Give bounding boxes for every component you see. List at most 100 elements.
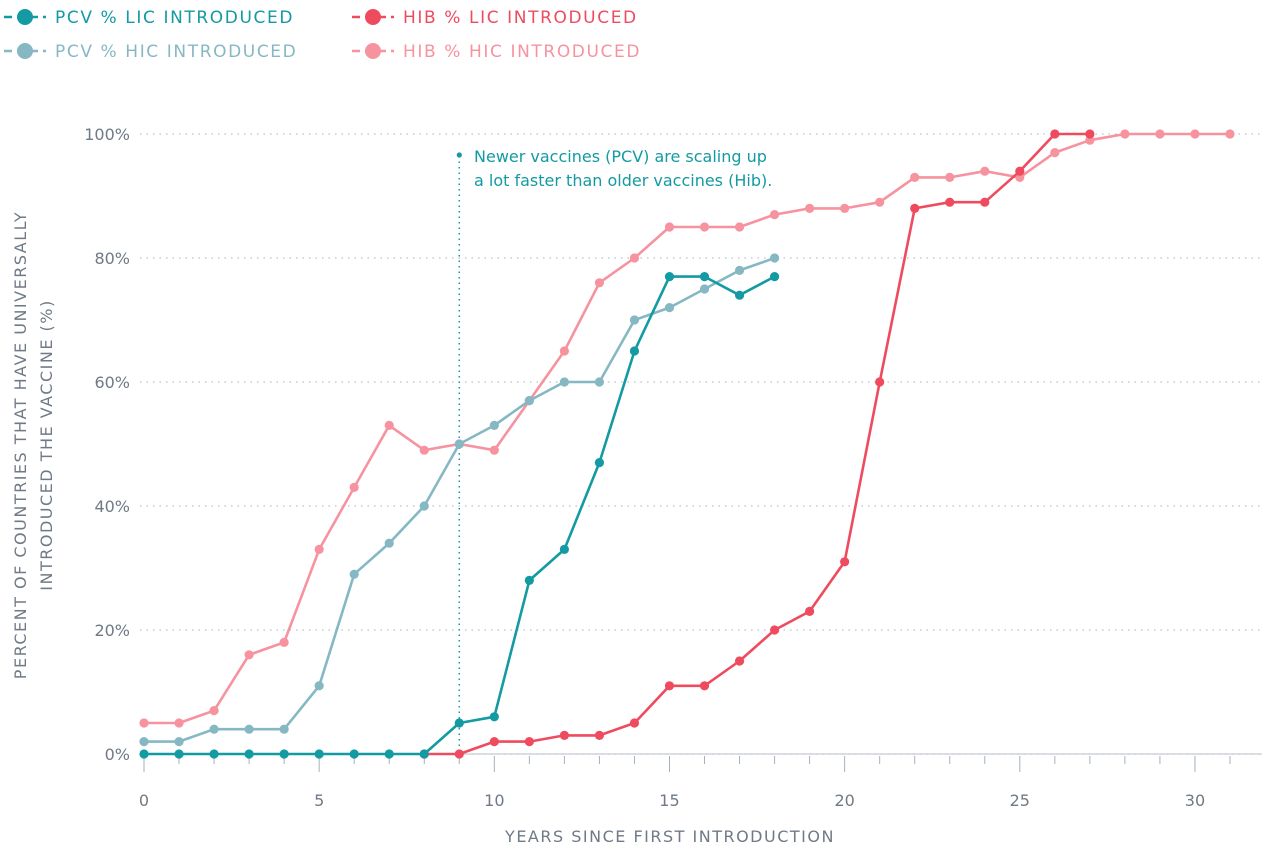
legend-item-pcv-lic: PCV % LIC INTRODUCED <box>4 8 294 28</box>
series-pcv-hic <box>139 253 780 747</box>
data-point <box>139 737 149 747</box>
legend-label: PCV % LIC INTRODUCED <box>55 8 294 28</box>
x-tick-label: 25 <box>1010 791 1030 810</box>
data-point <box>734 656 745 666</box>
data-point <box>454 718 464 728</box>
data-point <box>1155 129 1165 139</box>
data-point <box>1190 129 1200 139</box>
series-line <box>142 275 776 756</box>
annotation-dot <box>456 152 462 158</box>
data-point <box>419 749 429 759</box>
data-point <box>664 272 675 282</box>
data-point <box>139 749 149 759</box>
data-point <box>314 681 324 691</box>
data-point <box>209 749 219 759</box>
series-line <box>142 132 1232 725</box>
data-point <box>629 346 640 356</box>
legend-swatch-dot <box>17 43 33 59</box>
series-hib-lic <box>419 129 1095 759</box>
legend-swatch-dot <box>17 9 33 25</box>
data-point <box>244 749 254 759</box>
y-tick-label: 0% <box>105 745 130 764</box>
y-tick-label: 80% <box>94 249 130 268</box>
data-point <box>769 272 780 282</box>
data-point <box>699 222 710 232</box>
data-point <box>699 272 710 282</box>
data-point <box>945 197 955 207</box>
data-point <box>209 724 219 734</box>
data-point <box>769 625 780 635</box>
data-point <box>699 681 710 691</box>
data-point <box>734 290 745 300</box>
data-point <box>875 197 885 207</box>
data-point <box>314 749 324 759</box>
x-tick-label: 5 <box>314 791 324 810</box>
data-point <box>1050 148 1060 158</box>
data-point <box>1225 129 1235 139</box>
data-point <box>174 749 184 759</box>
legend-label: HIB % HIC INTRODUCED <box>403 42 641 62</box>
y-tick-label: 60% <box>94 373 130 392</box>
data-point <box>349 569 359 579</box>
data-point <box>559 730 569 741</box>
data-point <box>384 538 394 548</box>
data-point <box>980 197 990 207</box>
data-point <box>664 303 675 313</box>
legend-item-hib-hic: HIB % HIC INTRODUCED <box>352 42 641 62</box>
data-point <box>840 557 850 567</box>
data-point <box>559 346 569 356</box>
data-point <box>279 724 289 734</box>
data-point <box>1120 129 1130 139</box>
grid: 0% 20% 40% 60% 80% 100% <box>84 125 1262 764</box>
data-point <box>734 222 745 232</box>
data-point <box>769 253 780 263</box>
legend-swatch-dot <box>365 9 381 25</box>
y-tick-label: 20% <box>94 621 130 640</box>
x-tick-label: 10 <box>484 791 504 810</box>
data-point <box>980 166 990 176</box>
series-pcv-lic <box>139 272 780 759</box>
y-tick-label: 100% <box>84 125 130 144</box>
data-point <box>559 544 569 555</box>
data-point <box>769 210 780 220</box>
data-point <box>1050 129 1060 139</box>
series-line <box>142 256 776 743</box>
data-point <box>489 712 499 722</box>
x-axis-title: YEARS SINCE FIRST INTRODUCTION <box>504 827 835 846</box>
data-point <box>139 718 149 728</box>
data-point <box>840 203 850 213</box>
data-point <box>1085 129 1095 139</box>
x-tick-label: 30 <box>1185 791 1205 810</box>
data-point <box>594 458 605 468</box>
series-line <box>422 132 1092 756</box>
data-point <box>945 172 955 182</box>
annotation-marker <box>456 152 462 754</box>
data-point <box>279 637 289 648</box>
data-point <box>524 737 534 747</box>
data-point <box>454 749 464 759</box>
annotation-line-1: Newer vaccines (PCV) are scaling up <box>474 147 767 166</box>
x-tick-label: 0 <box>139 791 149 810</box>
data-point <box>384 420 394 430</box>
legend-item-pcv-hic: PCV % HIC INTRODUCED <box>4 42 296 62</box>
data-point <box>875 377 885 387</box>
data-point <box>1015 166 1025 176</box>
data-point <box>209 706 219 716</box>
data-point <box>349 482 359 492</box>
legend-label: HIB % LIC INTRODUCED <box>403 8 638 28</box>
annotation-line-2: a lot faster than older vaccines (Hib). <box>474 171 772 190</box>
data-point <box>489 445 499 455</box>
data-point <box>419 445 429 455</box>
data-point <box>454 439 464 449</box>
data-point <box>805 203 815 213</box>
data-point <box>349 749 359 759</box>
axes: 0 5 10 15 20 25 30 <box>139 753 1262 810</box>
data-point <box>910 203 920 213</box>
data-point <box>594 730 605 741</box>
data-point <box>910 172 920 182</box>
data-point <box>489 737 499 747</box>
y-axis-title-line-1: PERCENT OF COUNTRIES THAT HAVE UNIVERSAL… <box>11 211 30 679</box>
data-point <box>419 501 429 511</box>
data-point <box>629 253 640 263</box>
